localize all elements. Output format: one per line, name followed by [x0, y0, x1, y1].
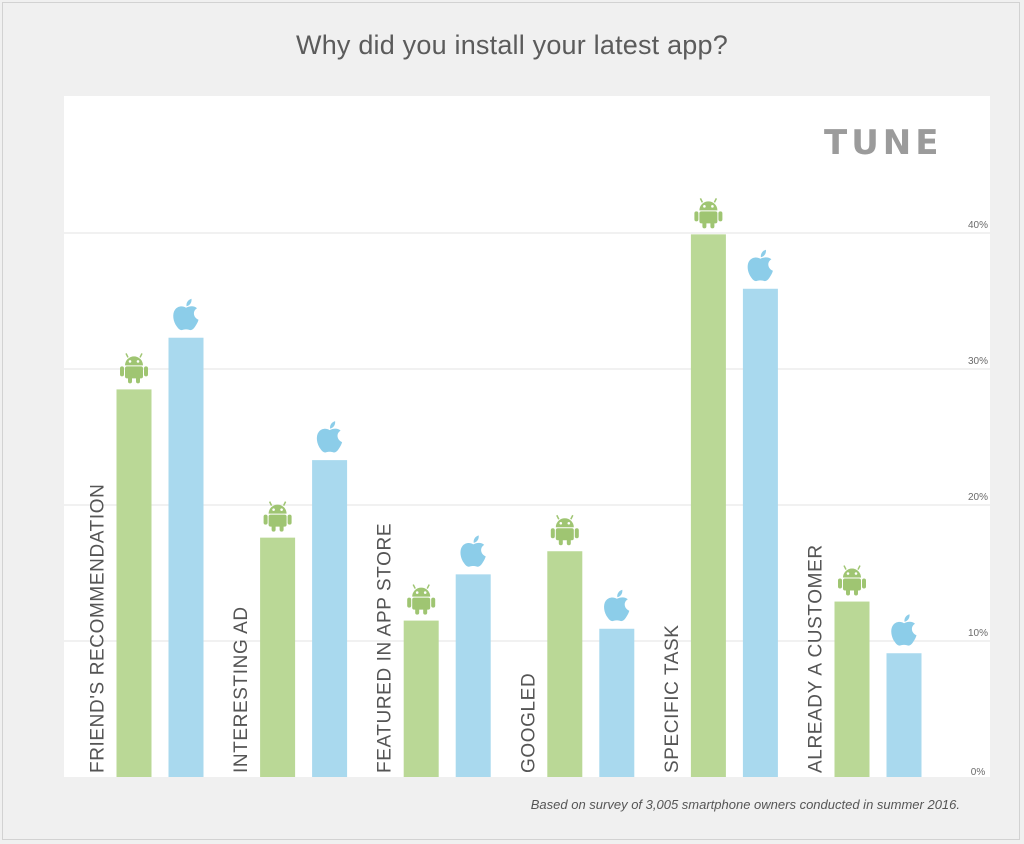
apple-icon: [460, 535, 486, 567]
tune-logo: TUNE: [824, 123, 943, 163]
bar-ios: [599, 628, 635, 777]
apple-icon: [604, 589, 630, 622]
category-label: FEATURED IN APP STORE: [375, 523, 396, 773]
bar-ios: [455, 574, 491, 777]
bar-ios: [312, 460, 348, 777]
category-label: FRIEND'S RECOMMENDATION: [88, 484, 109, 773]
y-tick-label: 0%: [971, 767, 986, 778]
bar-android: [690, 234, 726, 778]
apple-icon: [891, 614, 917, 646]
apple-icon: [173, 298, 199, 331]
bar-android: [260, 537, 296, 777]
apple-icon: [747, 249, 773, 282]
android-icon: [263, 501, 292, 532]
android-icon: [120, 353, 148, 384]
bar-android: [834, 601, 870, 777]
category-label: ALREADY A CUSTOMER: [806, 544, 827, 773]
android-icon: [694, 198, 723, 229]
y-tick-label: 10%: [968, 628, 988, 639]
apple-icon: [316, 421, 343, 453]
y-tick-label: 20%: [968, 492, 988, 503]
android-icon: [407, 584, 436, 615]
category-label: SPECIFIC TASK: [662, 624, 683, 773]
bar-android: [547, 551, 583, 777]
android-icon: [550, 514, 579, 546]
y-tick-label: 40%: [968, 220, 988, 231]
bar-android: [403, 620, 439, 777]
footnote: Based on survey of 3,005 smartphone owne…: [530, 797, 960, 812]
y-tick-label: 30%: [968, 356, 988, 367]
bar-ios: [742, 288, 778, 777]
category-label: GOOGLED: [518, 673, 539, 773]
chart-title: Why did you install your latest app?: [296, 30, 728, 60]
bar-ios: [886, 653, 922, 777]
bar-android: [116, 389, 152, 777]
category-label: INTERESTING AD: [231, 606, 252, 773]
android-icon: [838, 565, 866, 596]
bar-ios: [168, 337, 204, 777]
